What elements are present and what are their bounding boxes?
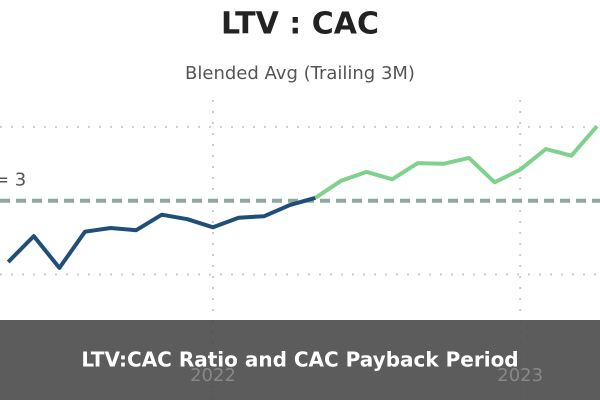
chart-title: LTV : CAC	[221, 7, 379, 42]
chart-subtitle: Blended Avg (Trailing 3M)	[185, 63, 415, 84]
caption: LTV:CAC Ratio and CAC Payback Period	[81, 348, 518, 372]
series-line	[314, 124, 599, 200]
series-line	[6, 195, 316, 270]
caption-background	[0, 320, 600, 400]
x-tick-label: 2023	[497, 365, 543, 386]
reference-label: = 3	[0, 170, 26, 191]
x-tick-label: 2022	[190, 365, 236, 386]
caption-banner: LTV:CAC Ratio and CAC Payback Period 202…	[0, 320, 600, 400]
plot-area: = 3	[0, 100, 600, 400]
